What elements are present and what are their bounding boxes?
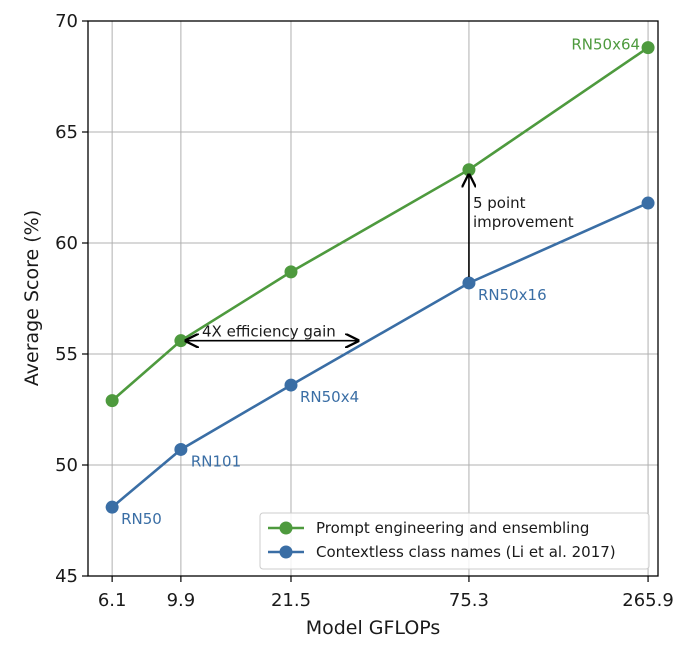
efficiency-gain-label: 4X efficiency gain xyxy=(202,323,336,341)
point-label: RN50x4 xyxy=(300,388,359,406)
improvement-label-line: 5 point xyxy=(473,194,526,212)
annotations: 4X efficiency gain 5 point improvement xyxy=(186,175,574,341)
y-tick-label: 45 xyxy=(55,566,78,587)
legend: Prompt engineering and ensembling Context… xyxy=(259,512,650,570)
point-label: RN101 xyxy=(191,452,241,470)
data-point xyxy=(105,500,119,514)
data-point xyxy=(641,41,655,55)
x-tick-label: 6.1 xyxy=(98,590,127,611)
data-point xyxy=(641,196,655,210)
legend-marker xyxy=(279,545,293,559)
improvement-label-line: improvement xyxy=(473,213,574,231)
grid xyxy=(88,21,658,576)
legend-box xyxy=(259,512,650,570)
axis-ticks: 6.1 9.9 21.5 75.3 265.9 45 50 55 60 65 70 xyxy=(55,11,674,611)
improvement-label: 5 point improvement xyxy=(473,194,574,231)
data-point xyxy=(174,442,188,456)
y-tick-label: 50 xyxy=(55,455,78,476)
x-tick-label: 21.5 xyxy=(271,590,311,611)
point-label: RN50 xyxy=(121,510,162,528)
x-axis-label: Model GFLOPs xyxy=(306,617,441,639)
data-point xyxy=(284,265,298,279)
data-point xyxy=(105,394,119,408)
data-point xyxy=(284,378,298,392)
series: RN50 RN101 RN50x4 RN50x16 RN50x64 xyxy=(105,36,655,528)
point-label: RN50x64 xyxy=(571,36,640,54)
legend-label: Contextless class names (Li et al. 2017) xyxy=(316,543,616,561)
legend-marker xyxy=(279,521,293,535)
legend-label: Prompt engineering and ensembling xyxy=(316,519,589,537)
x-tick-label: 9.9 xyxy=(167,590,196,611)
point-label: RN50x16 xyxy=(478,286,547,304)
data-point xyxy=(174,334,188,348)
y-axis-label: Average Score (%) xyxy=(21,210,43,386)
y-tick-label: 70 xyxy=(55,11,78,32)
y-tick-label: 55 xyxy=(55,344,78,365)
plot-frame xyxy=(87,20,659,577)
x-tick-label: 265.9 xyxy=(622,590,674,611)
y-tick-label: 60 xyxy=(55,233,78,254)
x-tick-label: 75.3 xyxy=(449,590,489,611)
data-point xyxy=(462,276,476,290)
data-point xyxy=(462,163,476,177)
y-tick-label: 65 xyxy=(55,122,78,143)
